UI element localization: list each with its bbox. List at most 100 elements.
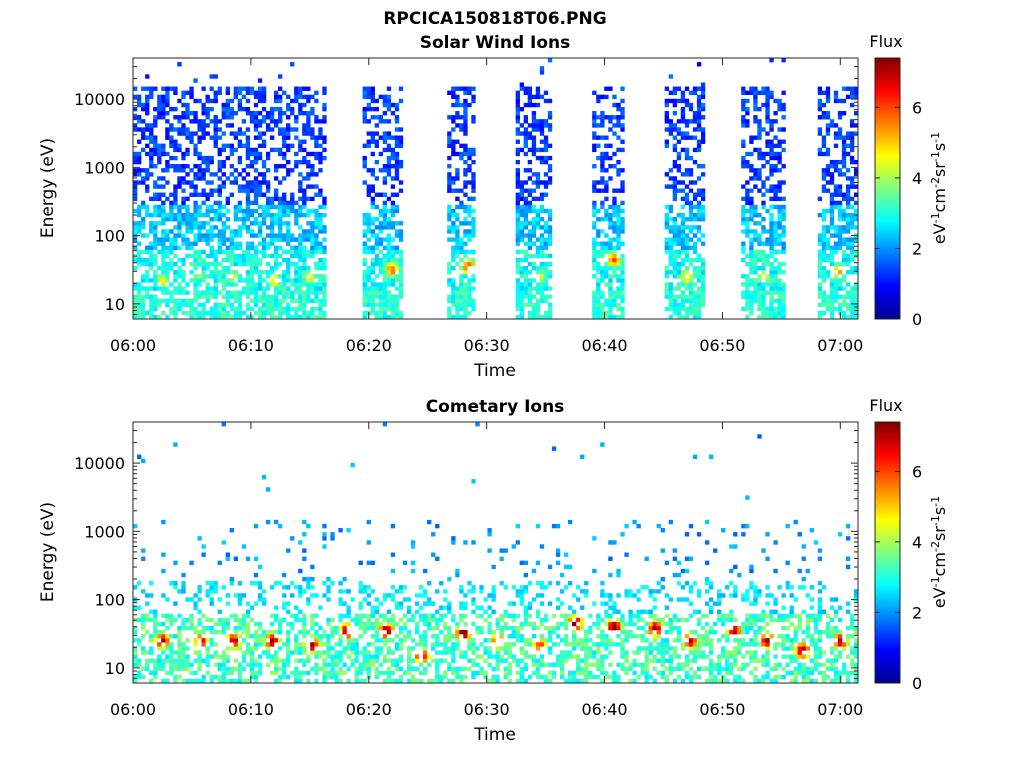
spectrogram-cell xyxy=(157,196,162,202)
spectrogram-cell xyxy=(173,601,178,606)
spectrogram-cell xyxy=(604,310,609,316)
spectrogram-cell xyxy=(455,102,460,108)
spectrogram-cell xyxy=(600,249,605,255)
spectrogram-cell xyxy=(765,119,770,124)
spectrogram-cell xyxy=(193,115,198,120)
spectrogram-cell xyxy=(189,597,194,602)
spectrogram-cell xyxy=(833,249,839,255)
spectrogram-cell xyxy=(672,123,678,128)
spectrogram-cell xyxy=(298,286,303,291)
spectrogram-cell xyxy=(173,200,178,206)
spectrogram-cell xyxy=(334,625,339,631)
spectrogram-cell xyxy=(346,589,351,594)
spectrogram-cell xyxy=(286,286,291,291)
spectrogram-cell xyxy=(688,298,694,303)
spectrogram-cell xyxy=(362,143,367,149)
spectrogram-cell xyxy=(181,180,186,185)
spectrogram-cell xyxy=(378,241,384,246)
spectrogram-cell xyxy=(302,548,307,553)
spectrogram-cell xyxy=(322,212,327,218)
spectrogram-cell xyxy=(753,172,758,177)
spectrogram-cell xyxy=(165,638,170,643)
spectrogram-cell xyxy=(467,164,472,169)
spectrogram-cell xyxy=(205,115,210,120)
spectrogram-cell xyxy=(491,564,496,570)
spectrogram-cell xyxy=(201,200,206,206)
spectrogram-cell xyxy=(294,585,299,590)
spectrogram-cell xyxy=(265,225,271,230)
spectrogram-cell xyxy=(318,241,323,246)
spectrogram-cell xyxy=(600,180,605,185)
spectrogram-cell xyxy=(314,593,319,598)
spectrogram-cell xyxy=(273,282,279,287)
spectrogram-cell xyxy=(455,217,460,222)
spectrogram-cell xyxy=(700,90,706,96)
spectrogram-cell xyxy=(157,111,162,116)
spectrogram-cell xyxy=(322,237,327,242)
spectrogram-cell xyxy=(310,274,315,279)
spectrogram-cell xyxy=(463,261,468,267)
spectrogram-cell xyxy=(692,196,698,202)
spectrogram-cell xyxy=(753,208,758,214)
spectrogram-cell xyxy=(447,298,452,303)
spectrogram-cell xyxy=(213,302,218,308)
spectrogram-cell xyxy=(310,564,315,570)
spectrogram-cell xyxy=(278,310,283,316)
spectrogram-cell xyxy=(443,670,448,676)
spectrogram-cell xyxy=(237,617,243,623)
spectrogram-cell xyxy=(229,290,234,295)
spectrogram-cell xyxy=(249,111,255,116)
spectrogram-cell xyxy=(620,86,625,91)
spectrogram-cell xyxy=(837,245,843,250)
spectrogram-cell xyxy=(596,115,601,120)
spectrogram-cell xyxy=(209,188,214,193)
spectrogram-cell xyxy=(318,605,323,610)
spectrogram-cell xyxy=(777,188,782,193)
spectrogram-cell xyxy=(769,143,774,149)
spectrogram-cell xyxy=(149,634,154,639)
spectrogram-cell xyxy=(149,609,154,614)
spectrogram-cell xyxy=(447,625,452,631)
spectrogram-cell xyxy=(165,613,170,619)
spectrogram-cell xyxy=(165,196,170,202)
spectrogram-cell xyxy=(684,192,690,197)
spectrogram-cell xyxy=(318,212,323,218)
spectrogram-cell xyxy=(217,560,222,566)
spectrogram-cell xyxy=(261,86,267,91)
spectrogram-cell xyxy=(286,131,291,136)
spectrogram-cell xyxy=(592,90,597,96)
spectrogram-cell xyxy=(463,265,468,271)
spectrogram-cell xyxy=(596,188,601,193)
spectrogram-cell xyxy=(390,617,396,623)
spectrogram-cell xyxy=(249,180,255,185)
spectrogram-cell xyxy=(688,102,694,108)
spectrogram-cell xyxy=(366,188,371,193)
spectrogram-cell xyxy=(680,135,686,140)
spectrogram-cell xyxy=(189,278,194,283)
spectrogram-cell xyxy=(487,654,492,659)
spectrogram-cell xyxy=(692,265,698,271)
spectrogram-cell xyxy=(322,115,327,120)
spectrogram-cell xyxy=(209,601,214,606)
spectrogram-cell xyxy=(837,225,843,230)
spectrogram-cell xyxy=(366,270,371,275)
spectrogram-cell xyxy=(394,127,400,132)
spectrogram-cell xyxy=(221,233,226,238)
spectrogram-cell xyxy=(133,94,138,100)
spectrogram-cell xyxy=(245,609,251,614)
spectrogram-cell xyxy=(261,217,267,222)
spectrogram-cell xyxy=(322,314,327,320)
spectrogram-cell xyxy=(141,200,146,206)
spectrogram-cell xyxy=(370,204,375,210)
spectrogram-cell xyxy=(261,589,267,594)
spectrogram-cell xyxy=(620,294,625,299)
spectrogram-cell xyxy=(471,601,476,606)
spectrogram-cell xyxy=(539,265,545,271)
spectrogram-cell xyxy=(600,200,605,206)
spectrogram-cell xyxy=(245,302,251,308)
spectrogram-cell xyxy=(294,670,299,676)
spectrogram-cell xyxy=(672,143,678,149)
spectrogram-cell xyxy=(193,642,198,647)
spectrogram-cell xyxy=(515,314,520,320)
spectrogram-cell xyxy=(515,212,520,218)
